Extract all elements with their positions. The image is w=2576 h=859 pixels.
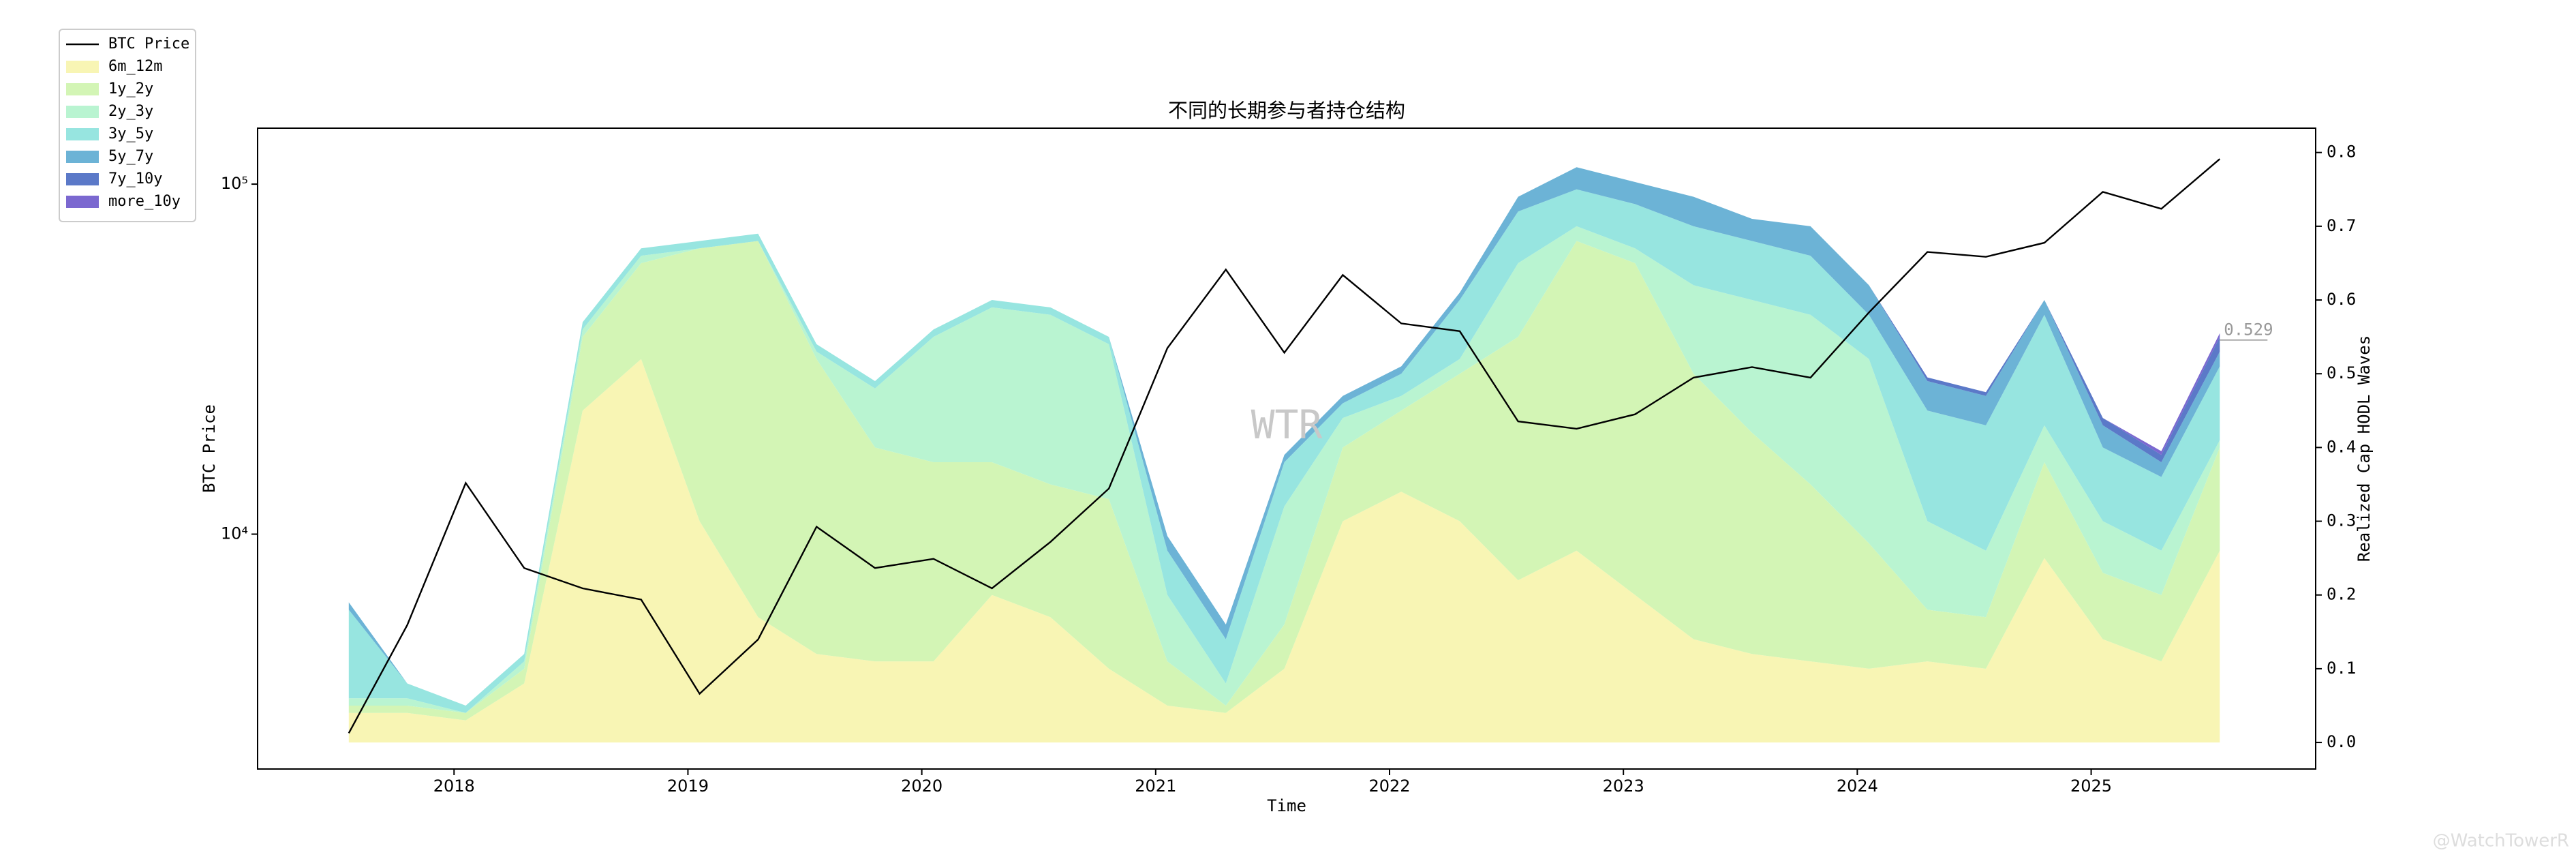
legend-swatch — [66, 128, 99, 140]
y2-tick-label: 0.6 — [2327, 290, 2356, 309]
x-tick-label: 2021 — [1135, 777, 1176, 796]
plot-frame — [257, 127, 2316, 770]
x-tick-label: 2019 — [667, 777, 709, 796]
y2-tick-label: 0.2 — [2327, 585, 2356, 604]
area-band — [348, 359, 2220, 743]
x-tick-label: 2022 — [1368, 777, 1410, 796]
annotation: 0.529 — [2224, 320, 2273, 340]
y-tick-label: 10⁴ — [221, 524, 248, 543]
legend-swatch — [66, 61, 99, 73]
legend: BTC Price 6m_12m 1y_2y 2y_3y 3y_5y 5y_7y 7y_10… — [59, 29, 196, 222]
legend-label: BTC Price — [108, 35, 189, 52]
price-line — [348, 158, 2221, 734]
y-tick-label: 10⁵ — [221, 174, 248, 193]
legend-swatch — [66, 83, 99, 95]
credit: @WatchTowerR — [2433, 831, 2569, 852]
y2-tick-label: 0.5 — [2327, 363, 2356, 382]
y-axis-label: BTC Price — [200, 404, 219, 493]
legend-label: 1y_2y — [108, 80, 153, 97]
y2-tick-label: 0.4 — [2327, 437, 2356, 456]
y2-tick-label: 0.8 — [2327, 142, 2356, 162]
area-band — [348, 226, 2220, 713]
y2-tick-label: 0.3 — [2327, 511, 2356, 530]
y2-axis-label: Realized Cap HODL Waves — [2355, 335, 2374, 562]
watermark: WTR — [1251, 402, 1323, 448]
legend-label: 6m_12m — [108, 58, 162, 75]
legend-swatch — [66, 106, 99, 118]
legend-swatch — [66, 151, 99, 163]
legend-label: 3y_5y — [108, 125, 153, 142]
x-tick-label: 2024 — [1837, 777, 1878, 796]
chart-title: 不同的长期参与者持仓结构 — [1168, 99, 1405, 122]
legend-label: 7y_10y — [108, 170, 162, 187]
x-tick-label: 2025 — [2070, 777, 2112, 796]
x-tick-label: 2020 — [901, 777, 942, 796]
y2-tick-label: 0.1 — [2327, 659, 2356, 678]
area-band — [348, 241, 2220, 721]
legend-label: more_10y — [108, 193, 181, 210]
x-tick-label: 2018 — [433, 777, 475, 796]
x-axis-label: Time — [1267, 796, 1306, 815]
x-tick-label: 2023 — [1603, 777, 1644, 796]
legend-label: 2y_3y — [108, 103, 153, 120]
y2-tick-label: 0.0 — [2327, 732, 2356, 751]
y2-tick-label: 0.7 — [2327, 216, 2356, 235]
legend-swatch — [66, 173, 99, 185]
legend-swatch — [66, 196, 99, 208]
legend-label: 5y_7y — [108, 148, 153, 165]
